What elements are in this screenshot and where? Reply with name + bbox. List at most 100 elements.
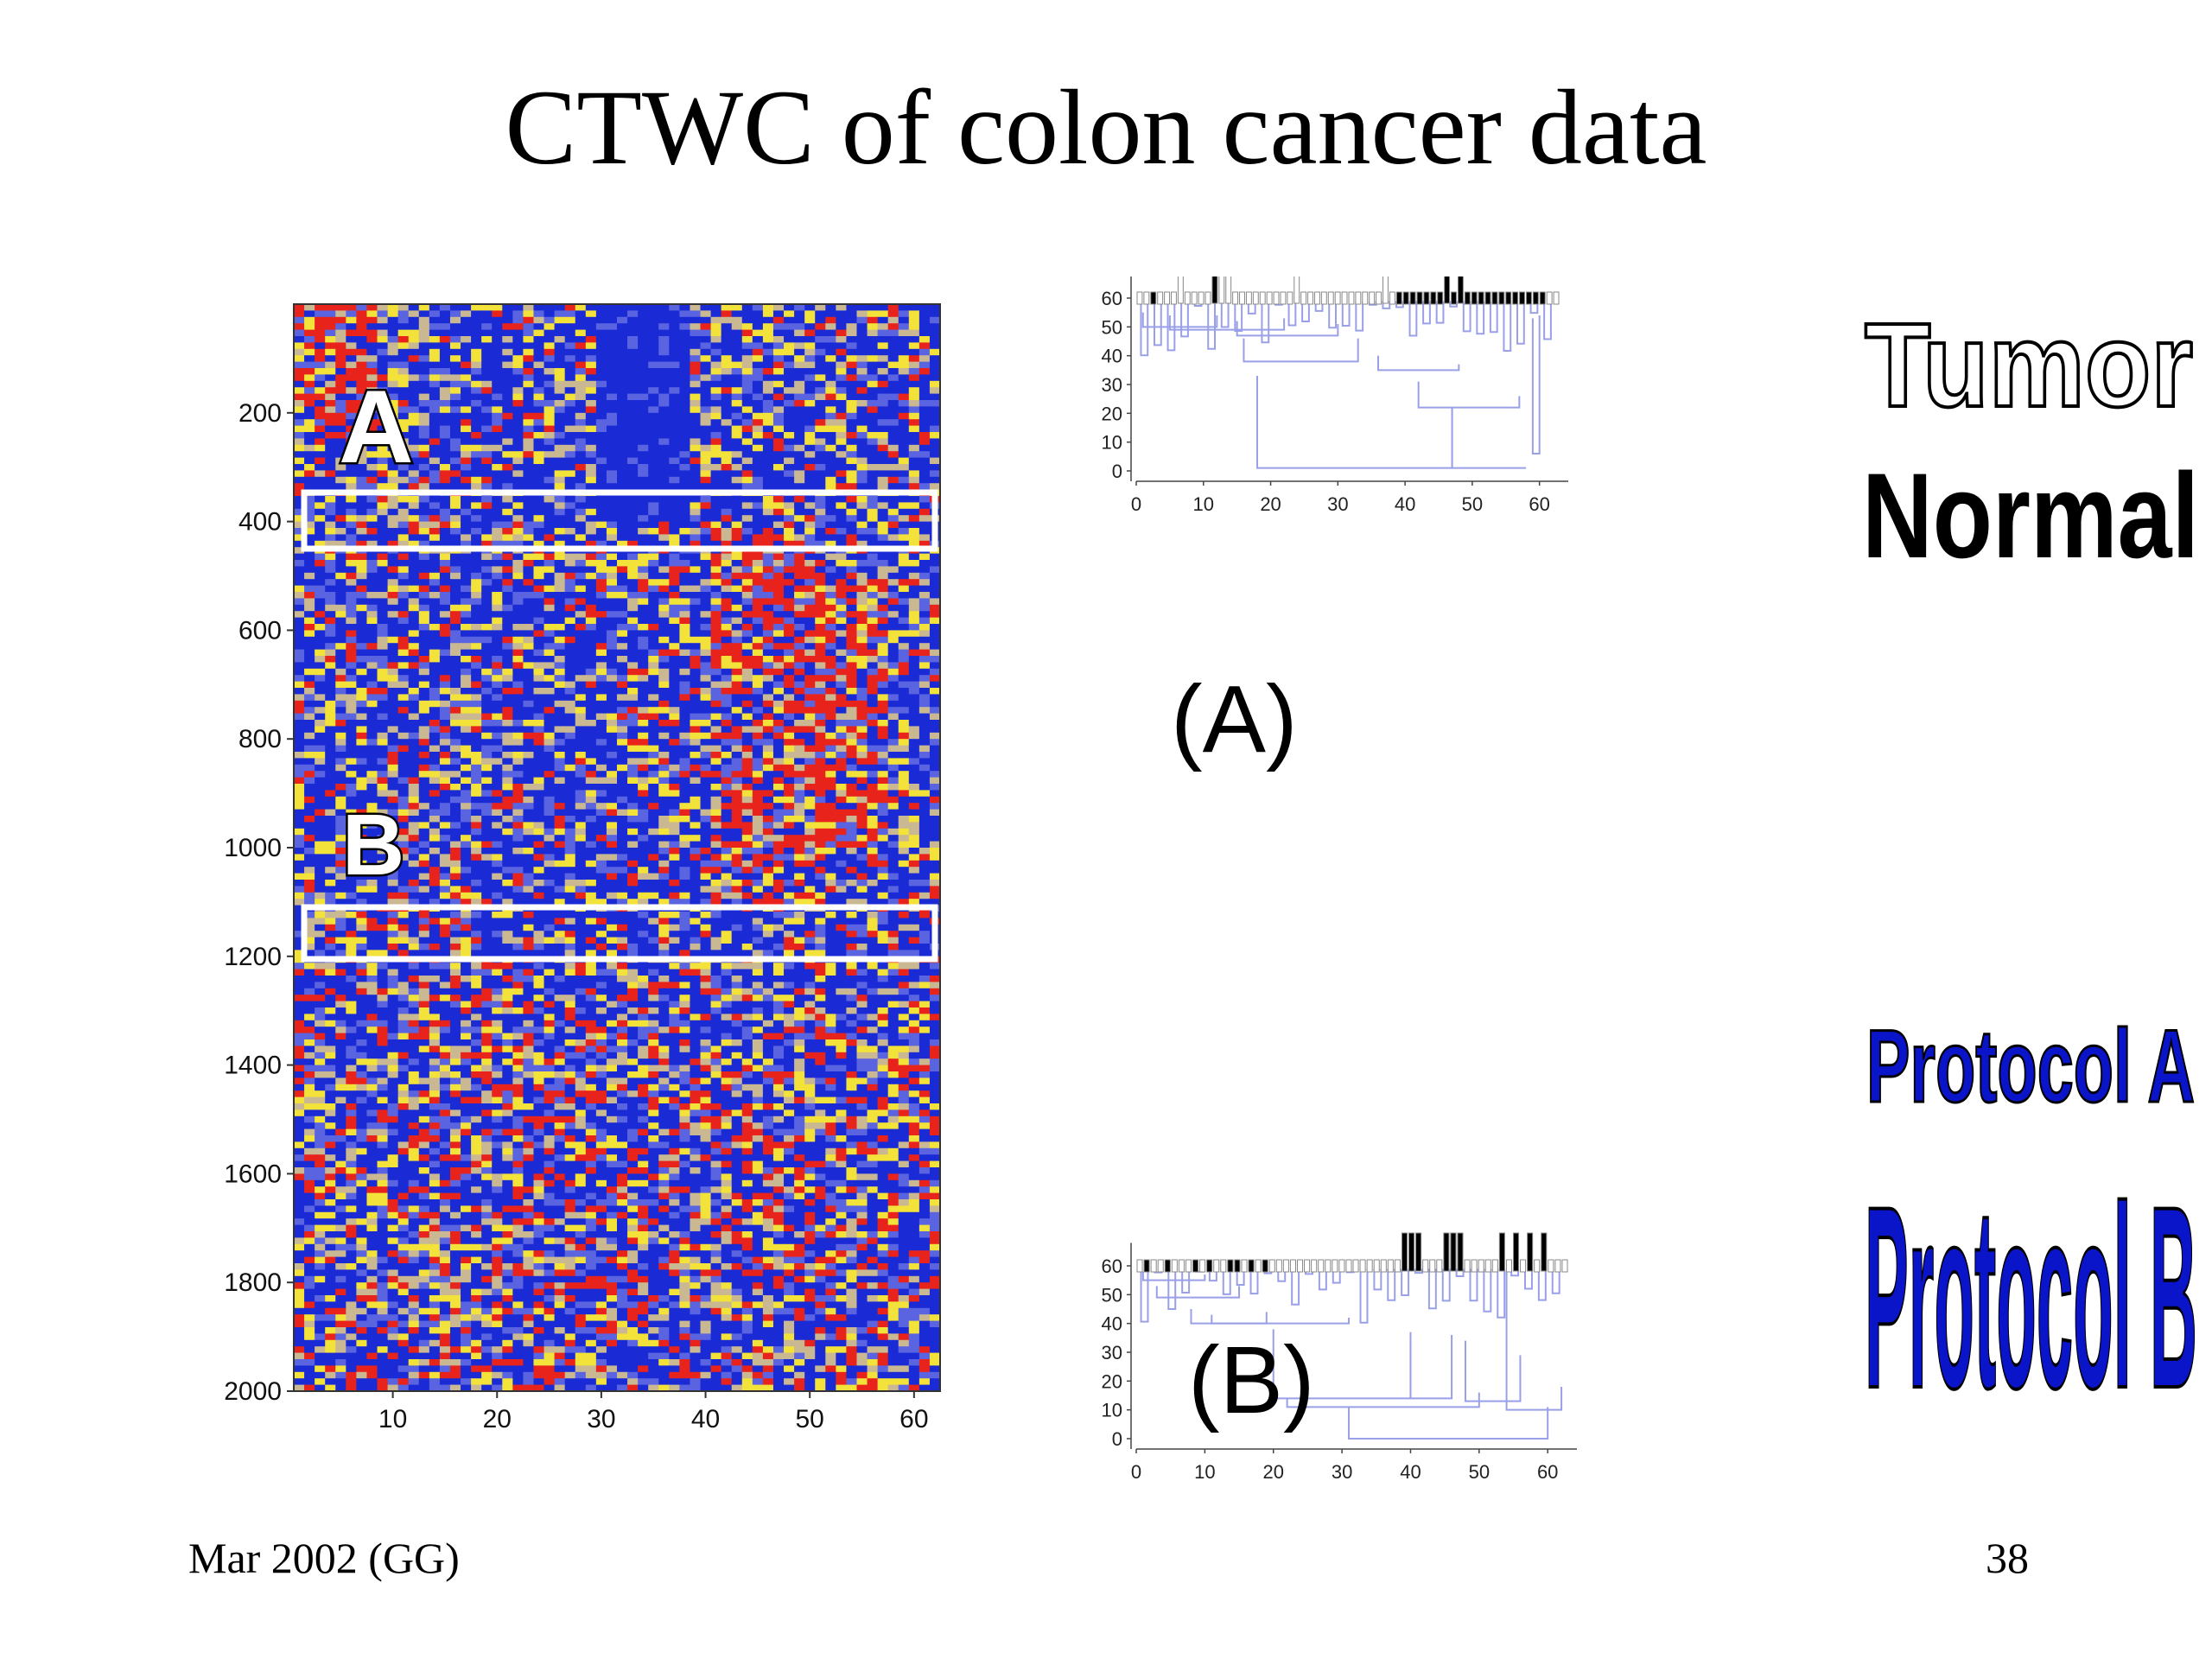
heatmap-cell bbox=[304, 329, 315, 337]
heatmap-cell bbox=[585, 707, 597, 715]
heatmap-cell bbox=[543, 553, 556, 561]
heatmap-cell bbox=[533, 502, 545, 510]
heatmap-cell bbox=[439, 425, 451, 433]
heatmap-cell bbox=[700, 540, 712, 548]
heatmap-cell bbox=[762, 732, 774, 740]
heatmap-cell bbox=[502, 777, 513, 785]
heatmap-cell bbox=[710, 713, 722, 721]
heatmap-cell bbox=[481, 720, 493, 727]
heatmap-cell bbox=[815, 329, 826, 337]
heatmap-cell bbox=[741, 304, 753, 311]
heatmap-cell bbox=[804, 316, 816, 324]
heatmap-cell bbox=[762, 316, 774, 324]
heatmap-cell bbox=[815, 438, 826, 446]
heatmap-cell bbox=[918, 688, 931, 695]
heatmap-cell bbox=[804, 572, 816, 580]
heatmap-cell bbox=[929, 630, 940, 638]
heatmap-cell bbox=[418, 470, 430, 478]
heatmap-cell bbox=[471, 515, 482, 523]
heatmap-cell bbox=[846, 598, 858, 606]
heatmap-cell bbox=[638, 528, 649, 535]
heatmap-cell bbox=[627, 412, 639, 420]
heatmap-cell bbox=[492, 342, 503, 350]
heatmap-cell bbox=[481, 688, 493, 695]
heatmap-cell bbox=[335, 444, 346, 452]
heatmap-cell bbox=[512, 790, 524, 798]
heatmap-cell bbox=[877, 745, 889, 753]
heatmap-cell bbox=[898, 553, 910, 561]
heatmap-cell bbox=[627, 694, 639, 702]
heatmap-cell bbox=[929, 579, 940, 587]
heatmap-cell bbox=[794, 707, 805, 715]
heatmap-cell bbox=[471, 726, 482, 734]
heatmap-cell bbox=[397, 406, 410, 414]
heatmap-cell bbox=[492, 432, 503, 439]
heatmap-cell bbox=[585, 374, 597, 382]
heatmap-cell bbox=[794, 611, 805, 619]
heatmap-cell bbox=[784, 387, 795, 395]
heatmap-cell bbox=[429, 419, 441, 427]
heatmap-cell bbox=[294, 566, 305, 574]
heatmap-cell bbox=[346, 387, 357, 395]
heatmap-cell bbox=[887, 707, 899, 715]
heatmap-cell bbox=[315, 752, 326, 759]
heatmap-cell bbox=[304, 579, 315, 587]
heatmap-cell bbox=[346, 342, 357, 350]
heatmap-cell bbox=[648, 572, 659, 580]
heatmap-cell bbox=[638, 566, 649, 574]
heatmap-cell bbox=[815, 470, 826, 478]
heatmap-cell bbox=[346, 745, 357, 753]
heatmap-cell bbox=[502, 572, 513, 580]
heatmap-cell bbox=[815, 617, 826, 625]
heatmap-cell bbox=[294, 336, 305, 343]
heatmap-cell bbox=[762, 508, 774, 516]
heatmap-cell bbox=[877, 400, 889, 407]
heatmap-cell bbox=[335, 361, 346, 369]
heatmap-cell bbox=[439, 540, 451, 548]
heatmap-cell bbox=[679, 745, 691, 753]
heatmap-cell bbox=[617, 720, 628, 727]
heatmap-cell bbox=[335, 745, 346, 753]
heatmap-cell bbox=[679, 329, 691, 337]
heatmap-cell bbox=[741, 387, 753, 395]
heatmap-cell bbox=[346, 688, 357, 695]
heatmap-cell bbox=[606, 579, 618, 587]
heatmap-cell bbox=[856, 572, 868, 580]
heatmap-cell bbox=[815, 688, 826, 695]
heatmap-cell bbox=[449, 464, 461, 471]
heatmap-cell bbox=[575, 700, 587, 708]
heatmap-cell bbox=[346, 560, 357, 567]
heatmap-cell bbox=[575, 803, 587, 810]
heatmap-cell bbox=[481, 534, 493, 542]
heatmap-cell bbox=[595, 304, 607, 311]
heatmap-cell bbox=[825, 374, 836, 382]
heatmap-cell bbox=[325, 348, 336, 356]
heatmap-cell bbox=[449, 790, 461, 798]
heatmap-cell bbox=[492, 572, 503, 580]
heatmap-cell bbox=[918, 540, 931, 548]
heatmap-cell bbox=[346, 707, 357, 715]
heatmap-cell bbox=[387, 425, 399, 433]
heatmap-cell bbox=[752, 412, 764, 420]
heatmap-cell bbox=[752, 534, 764, 542]
heatmap-cell bbox=[512, 630, 524, 638]
heatmap-cell bbox=[700, 688, 712, 695]
heatmap-cell bbox=[638, 419, 649, 427]
heatmap-cell bbox=[918, 758, 931, 766]
heatmap-cell bbox=[575, 617, 587, 625]
heatmap-cell bbox=[627, 668, 639, 676]
heatmap-cell bbox=[856, 387, 868, 395]
heatmap-cell bbox=[315, 790, 326, 798]
heatmap-cell bbox=[867, 400, 879, 407]
heatmap-cell bbox=[772, 310, 785, 318]
heatmap-cell bbox=[397, 739, 410, 747]
heatmap-cell bbox=[366, 662, 378, 670]
heatmap-cell bbox=[627, 758, 639, 766]
heatmap-cell bbox=[815, 643, 826, 651]
heatmap-cell bbox=[595, 720, 607, 727]
heatmap-cell bbox=[543, 425, 556, 433]
heatmap-cell bbox=[731, 406, 743, 414]
heatmap-cell bbox=[294, 649, 305, 657]
heatmap-cell bbox=[918, 432, 931, 439]
heatmap-cell bbox=[554, 329, 566, 337]
